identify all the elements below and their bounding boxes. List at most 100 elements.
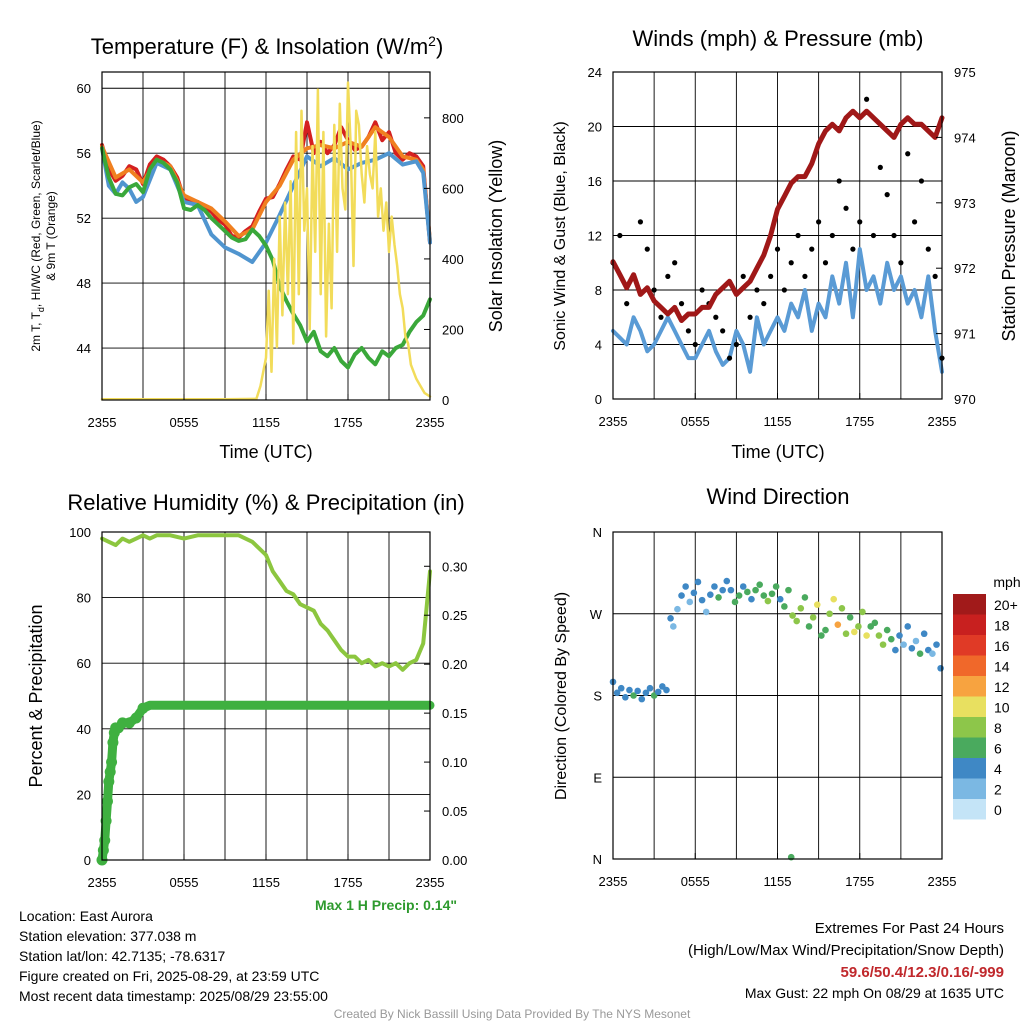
humidity-ylabel: Percent & Precipitation <box>26 604 46 787</box>
wind-direction-point <box>638 695 646 703</box>
solar-insolation-series-line <box>100 81 432 401</box>
y-tick-label: 12 <box>588 229 602 244</box>
precipitation-point <box>97 844 109 856</box>
speed-legend-label: 20+ <box>994 597 1018 613</box>
gust-point <box>761 301 767 307</box>
temperature-ylabel-line2: & 9m T (Orange) <box>44 191 58 281</box>
gust-point <box>637 219 644 225</box>
y-tick-label: E <box>593 770 602 785</box>
wind-direction-point <box>809 614 817 621</box>
gust-point <box>918 178 925 184</box>
y-tick-label: 56 <box>77 146 91 161</box>
wind-direction-point <box>654 688 662 696</box>
temperature-series <box>100 81 432 401</box>
wind-direction-point <box>752 586 759 594</box>
speed-legend-swatch <box>953 676 986 697</box>
gust-point <box>843 205 849 211</box>
gust-point <box>836 178 842 184</box>
wind-direction-point <box>859 608 866 616</box>
gust-point <box>781 287 787 293</box>
speed-legend-swatch <box>953 758 986 779</box>
y2-tick-label: 600 <box>442 181 464 196</box>
extremes-values: 59.6/50.4/12.3/0.16/-999 <box>840 964 1004 981</box>
x-tick-label: 1755 <box>845 874 874 889</box>
x-tick-label: 1155 <box>252 415 280 430</box>
y-tick-label: 80 <box>77 591 91 606</box>
gust-point <box>754 287 760 293</box>
wind-direction-point <box>912 637 920 645</box>
y2-tick-label: 0 <box>442 393 449 408</box>
speed-legend: 20+ 18 16 14 12 10 8 6 4 2 0 <box>953 594 1018 820</box>
gust-point <box>624 301 630 307</box>
x-tick-label: 0555 <box>681 874 710 889</box>
speed-legend-label: 2 <box>994 782 1002 798</box>
winds-ylabel: Sonic Wind & Gust (Blue, Black) <box>552 121 569 350</box>
precipitation-point <box>103 776 115 788</box>
wind-direction-point <box>694 578 702 586</box>
speed-legend-swatch <box>953 594 986 615</box>
y-tick-label: 40 <box>77 722 91 737</box>
x-tick-label: 2355 <box>599 874 628 889</box>
wind-direction-point <box>822 626 829 634</box>
gust-point <box>802 273 808 279</box>
speed-legend-swatch <box>953 696 986 717</box>
precipitation-point <box>130 712 142 724</box>
relative-humidity-series-line <box>100 533 432 672</box>
speed-legend-label: 14 <box>994 659 1010 675</box>
humidity-series <box>96 533 435 866</box>
speed-legend-swatch <box>953 614 986 635</box>
speed-legend-swatch <box>953 737 986 758</box>
y-tick-label: 60 <box>77 81 91 96</box>
wind-direction-point <box>834 621 842 628</box>
y-tick-label: 44 <box>77 341 91 356</box>
wind-direction-point <box>892 646 899 654</box>
speed-legend-label: 0 <box>994 802 1002 818</box>
x-tick-label: 2355 <box>88 875 117 890</box>
wind-direction-point <box>686 598 694 606</box>
wind-direction-point <box>698 596 706 604</box>
precipitation-point <box>99 834 111 846</box>
wind-direction-point <box>813 601 821 608</box>
y2-tick-label: 973 <box>954 196 976 211</box>
wind-direction-point <box>678 592 685 599</box>
winds-title: Winds (mph) & Pressure (mb) <box>633 26 924 51</box>
y2-tick-label: 975 <box>954 65 976 80</box>
humidity-plot-frame <box>101 531 431 861</box>
winds-panel: Winds (mph) & Pressure (mb) 2355 0555 1155… <box>552 26 1019 462</box>
precipitation-point <box>107 737 119 749</box>
gust-point <box>644 246 650 252</box>
y2-tick-label: 0.05 <box>442 804 467 819</box>
temperature-plot-frame <box>101 71 431 401</box>
y-tick-label: S <box>593 689 602 704</box>
y-tick-label: 0 <box>84 853 91 868</box>
y2-tick-label: 970 <box>954 392 976 407</box>
wind-direction-point <box>748 595 755 603</box>
speed-legend-label: 12 <box>994 679 1010 695</box>
2m-t-series-line <box>100 120 432 245</box>
x-tick-label: 2355 <box>416 415 445 430</box>
wind-direction-point <box>838 605 846 612</box>
gust-point <box>747 314 753 320</box>
y2-tick-label: 0.00 <box>442 853 467 868</box>
y-tick-label: N <box>593 525 602 540</box>
gust-point <box>678 301 685 307</box>
gust-point <box>911 219 918 225</box>
y-tick-label: N <box>593 852 602 867</box>
gust-point <box>720 328 726 334</box>
y2-tick-label: 0.15 <box>442 706 467 721</box>
y-tick-label: 16 <box>588 174 602 189</box>
wind-direction-point <box>768 590 776 598</box>
wind-direction-point <box>871 619 879 627</box>
wind-direction-point <box>667 614 674 622</box>
wind-direction-point <box>776 595 784 603</box>
winds-series <box>610 96 945 374</box>
humidity-panel: Relative Humidity (%) & Precipitation (i… <box>26 490 467 913</box>
speed-legend-label: 16 <box>994 638 1010 654</box>
extremes-info: Extremes For Past 24 Hours (High/Low/Max… <box>688 918 1004 1002</box>
wind-direction-point <box>756 581 763 588</box>
wind-direction-point <box>707 591 714 598</box>
x-tick-label: 0555 <box>170 875 199 890</box>
temperature-ylabel-line1: 2m T, Td, HI/WC (Red, Green, Scarlet/Blu… <box>29 120 46 351</box>
wind-direction-point <box>846 614 854 621</box>
gust-point <box>774 246 781 252</box>
